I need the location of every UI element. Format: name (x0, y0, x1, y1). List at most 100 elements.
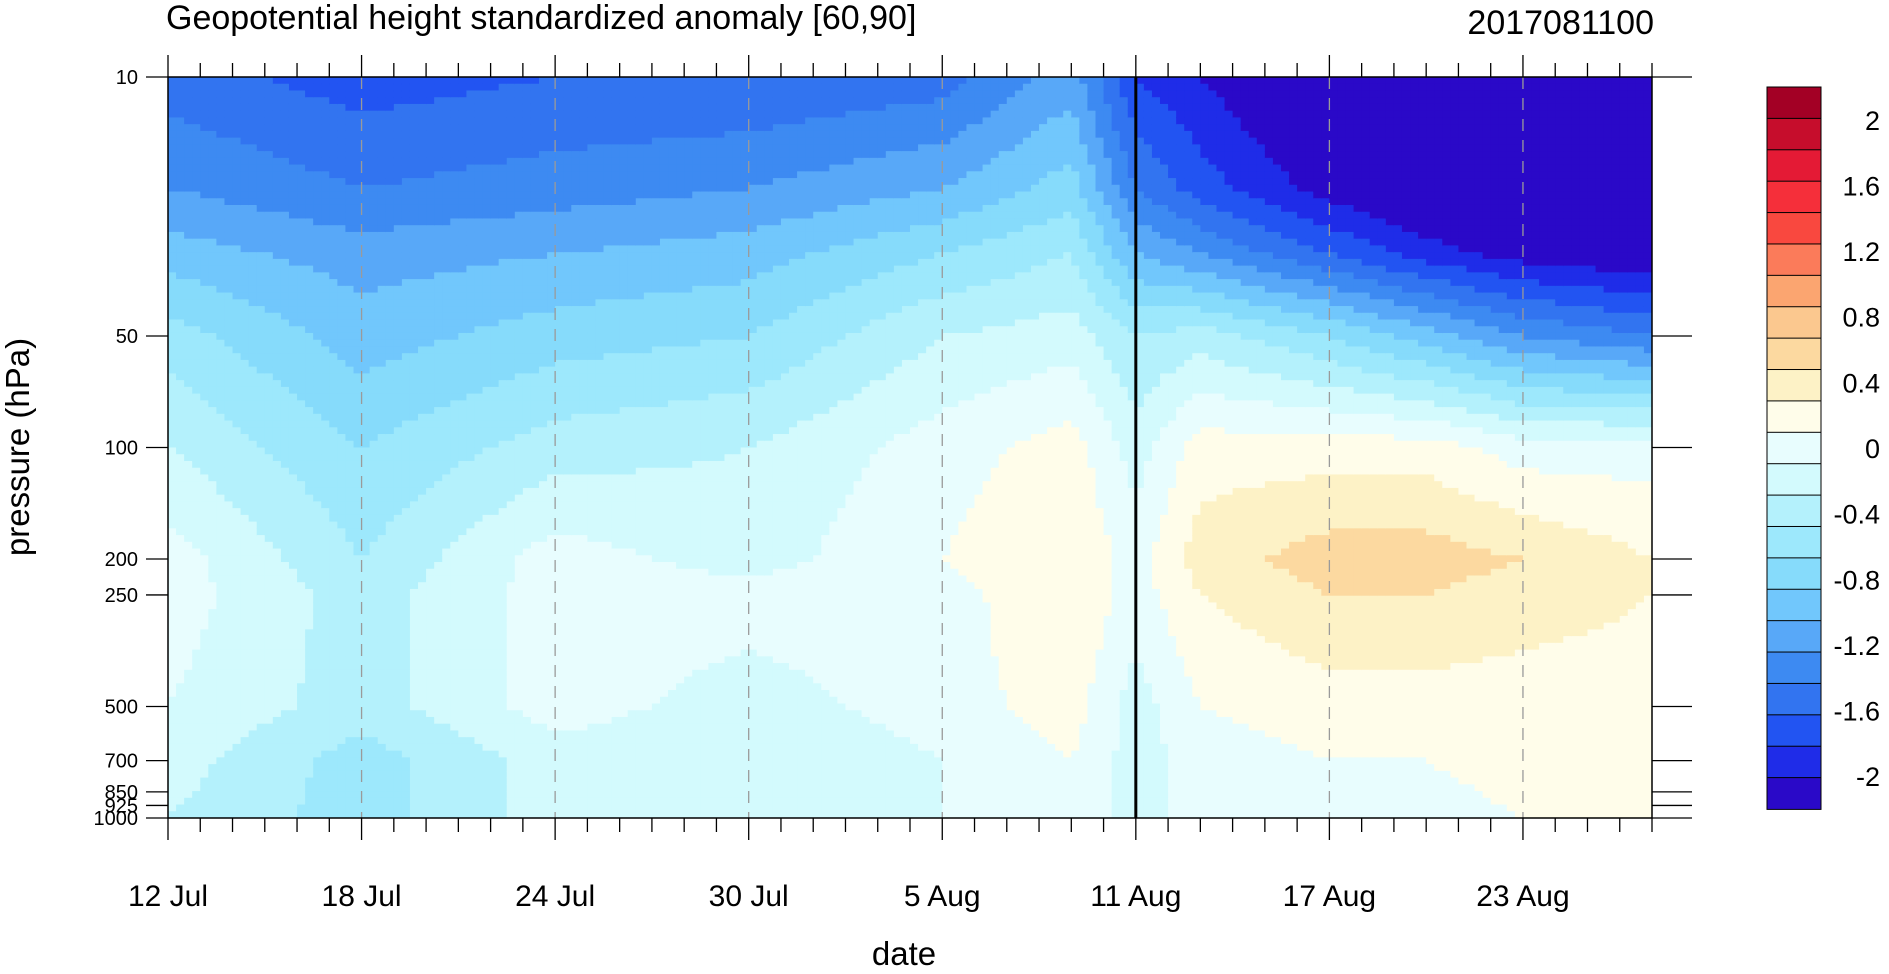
contour-cell (192, 292, 201, 300)
contour-cell (208, 225, 217, 233)
contour-cell (168, 110, 177, 119)
contour-cell (393, 204, 403, 213)
contour-cell (280, 568, 290, 577)
contour-cell (192, 595, 201, 604)
contour-cell (208, 124, 217, 132)
contour-cell (474, 730, 484, 738)
contour-cell (313, 292, 322, 300)
contour-cell (208, 454, 217, 462)
contour-cell (256, 231, 266, 240)
contour-cell (401, 447, 411, 455)
contour-cell (450, 252, 459, 260)
contour-cell (498, 555, 508, 563)
contour-cell (474, 636, 484, 644)
contour-cell (192, 743, 201, 752)
contour-cell (426, 265, 435, 273)
contour-cell (272, 373, 282, 381)
contour-cell (232, 743, 242, 752)
contour-cell (321, 151, 330, 159)
contour-cell (168, 467, 177, 476)
contour-cell (442, 198, 451, 206)
contour-cell (474, 656, 484, 664)
contour-cell (385, 130, 395, 139)
contour-cell (522, 460, 532, 469)
contour-cell (434, 656, 443, 664)
contour-cell (272, 696, 282, 705)
contour-cell (288, 90, 298, 98)
contour-cell (418, 211, 427, 220)
contour-cell (393, 770, 403, 779)
contour-cell (192, 683, 201, 691)
contour-cell (377, 312, 387, 321)
contour-cell (418, 386, 427, 395)
contour-cell (506, 413, 516, 422)
contour-cell (418, 447, 427, 455)
contour-cell (522, 723, 532, 732)
contour-cell (345, 548, 355, 556)
contour-cell (288, 204, 298, 213)
contour-cell (442, 171, 451, 179)
contour-cell (426, 750, 435, 758)
contour-cell (450, 137, 459, 145)
contour-cell (337, 629, 347, 637)
contour-cell (401, 514, 411, 523)
contour-cell (442, 130, 451, 139)
contour-cell (522, 568, 532, 577)
contour-cell (401, 636, 411, 644)
contour-cell (248, 487, 258, 496)
contour-cell (426, 656, 435, 664)
contour-cell (506, 615, 516, 624)
contour-cell (168, 400, 177, 408)
contour-cell (288, 636, 298, 644)
contour-cell (458, 541, 468, 550)
contour-cell (192, 171, 201, 179)
contour-cell (264, 332, 274, 341)
contour-cell (393, 656, 403, 664)
contour-cell (393, 97, 403, 105)
contour-cell (426, 663, 435, 671)
contour-cell (192, 575, 201, 583)
contour-cell (256, 413, 266, 422)
contour-cell (329, 238, 338, 247)
contour-cell (385, 676, 395, 684)
contour-cell (418, 582, 427, 590)
contour-cell (482, 690, 492, 698)
contour-cell (248, 124, 258, 132)
contour-cell (490, 602, 500, 610)
contour-cell (353, 366, 363, 374)
contour-cell (168, 204, 177, 213)
contour-cell (288, 582, 298, 590)
contour-cell (409, 777, 419, 785)
contour-cell (401, 791, 411, 799)
contour-cell (280, 642, 290, 651)
contour-cell (393, 642, 403, 651)
contour-cell (305, 164, 314, 172)
contour-cell (176, 434, 185, 442)
contour-cell (409, 178, 419, 186)
contour-cell (321, 683, 330, 691)
contour-cell (385, 481, 395, 489)
contour-cell (490, 238, 500, 247)
contour-cell (393, 811, 403, 818)
contour-cell (490, 521, 500, 529)
contour-cell (482, 555, 492, 563)
contour-cell (506, 178, 516, 186)
contour-cell (232, 130, 242, 139)
contour-cell (466, 501, 476, 509)
contour-cell (288, 548, 298, 556)
contour-cell (321, 306, 330, 314)
contour-cell (353, 602, 363, 610)
contour-cell (240, 723, 250, 732)
contour-cell (377, 77, 387, 85)
contour-cell (184, 77, 193, 85)
contour-cell (200, 245, 209, 253)
contour-cell (369, 494, 379, 502)
contour-cell (393, 427, 403, 435)
contour-cell (458, 353, 468, 361)
contour-cell (280, 562, 290, 570)
contour-cell (224, 460, 234, 469)
contour-cell (337, 144, 347, 152)
contour-cell (490, 386, 500, 395)
contour-cell (450, 582, 459, 590)
contour-cell (345, 723, 355, 732)
